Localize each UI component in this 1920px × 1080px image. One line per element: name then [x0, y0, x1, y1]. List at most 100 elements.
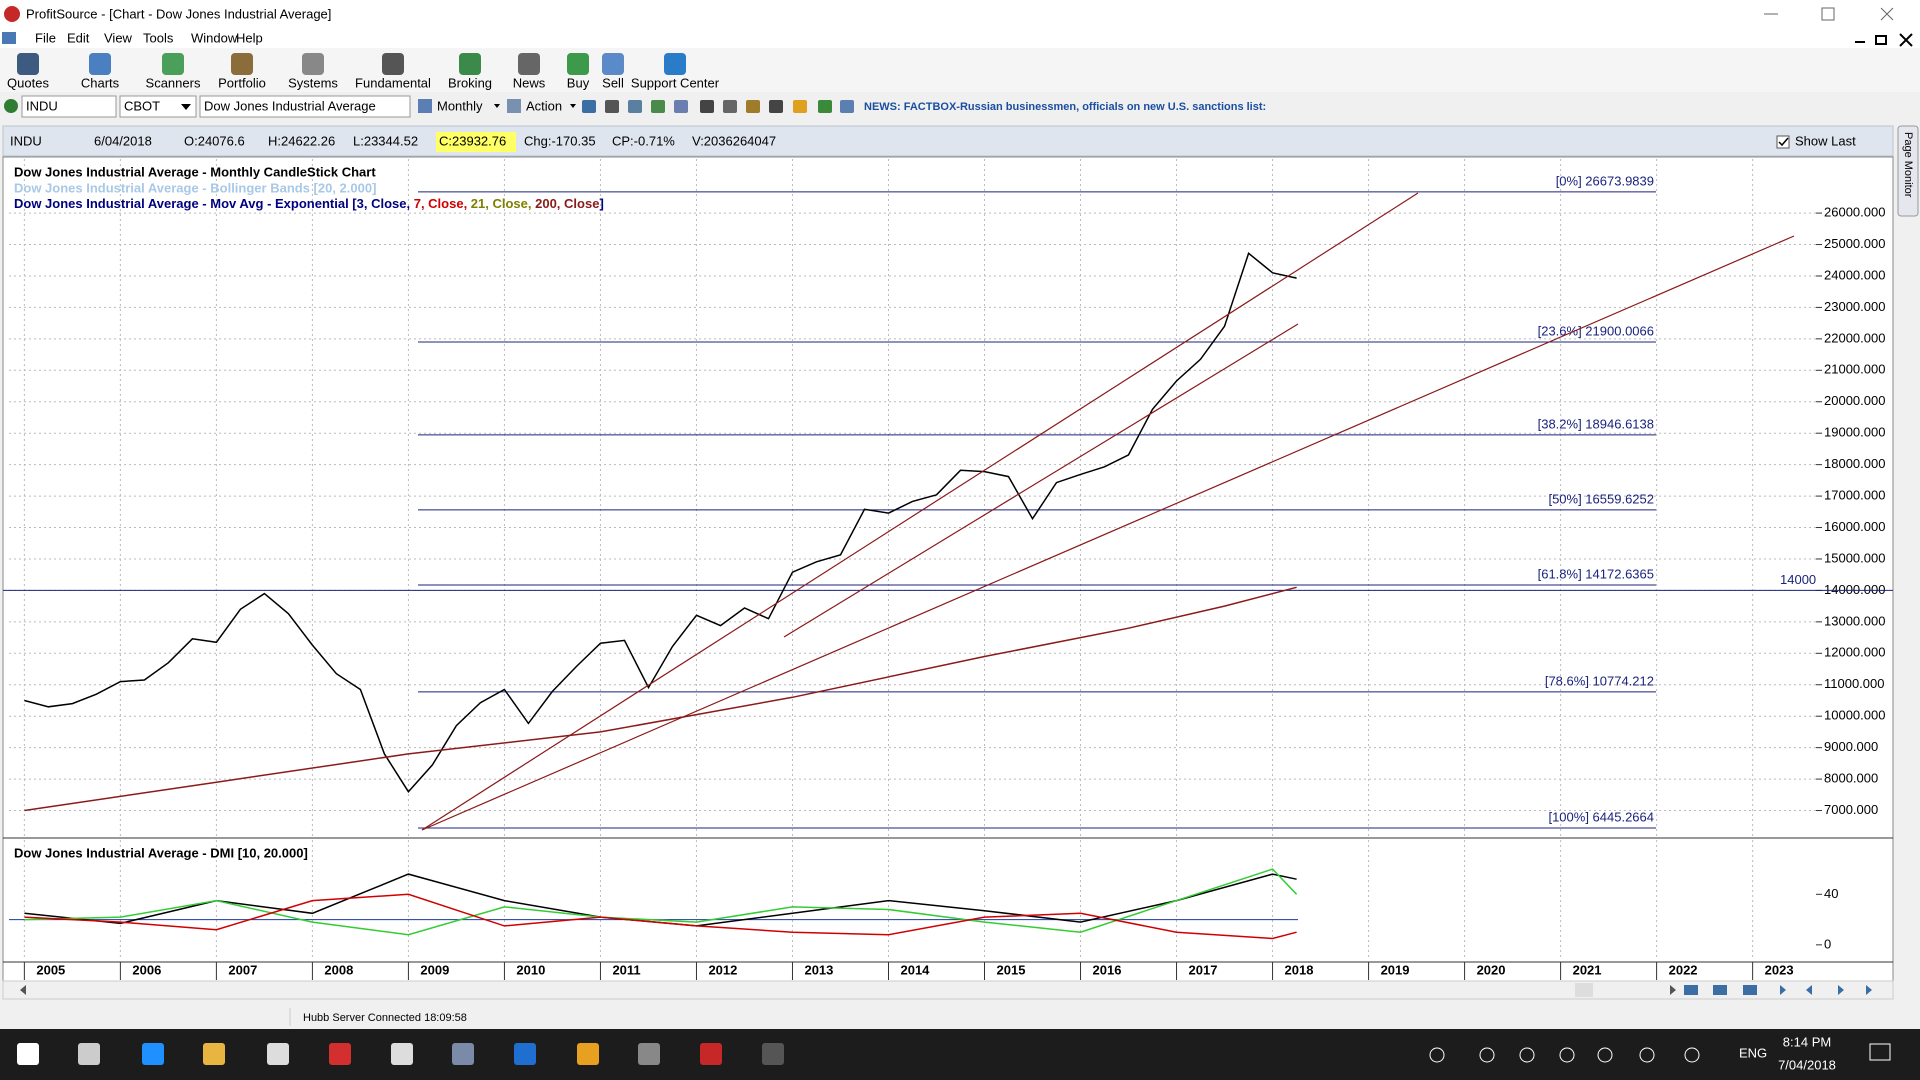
- toolbar-icon[interactable]: [231, 53, 253, 75]
- taskbar-time: 8:14 PM: [1783, 1034, 1831, 1049]
- legend-part: 21, Close,: [471, 196, 535, 211]
- toolbar-icon[interactable]: [567, 53, 589, 75]
- nav-button[interactable]: [1713, 985, 1727, 995]
- scrollbar[interactable]: [2, 980, 1894, 1000]
- restore[interactable]: [1821, 7, 1835, 21]
- toolbar-icon[interactable]: [302, 53, 324, 75]
- name-box[interactable]: [199, 95, 411, 118]
- toolbar-icon[interactable]: [664, 53, 686, 75]
- symbol-bar-icon[interactable]: [628, 100, 642, 113]
- show-last-checkbox[interactable]: [1776, 135, 1790, 149]
- close[interactable]: [1880, 7, 1894, 21]
- menu-item[interactable]: Tools: [143, 30, 174, 45]
- tray-icon[interactable]: [1429, 1047, 1445, 1063]
- symbol-bar-icon[interactable]: [605, 100, 619, 113]
- tray-icon[interactable]: [1639, 1047, 1655, 1063]
- toolbar-label[interactable]: Charts: [81, 75, 120, 90]
- taskbar-icon[interactable]: [142, 1043, 164, 1065]
- toolbar-label[interactable]: Portfolio: [218, 75, 266, 90]
- toolbar-icon[interactable]: [459, 53, 481, 75]
- symbol-bar-icon[interactable]: [769, 100, 783, 113]
- series-line: [24, 586, 1297, 812]
- toolbar-label[interactable]: Quotes: [7, 75, 49, 90]
- taskbar-icon[interactable]: [329, 1043, 351, 1065]
- toolbar-label[interactable]: Support Center: [631, 75, 720, 90]
- tray-icon[interactable]: [1479, 1047, 1495, 1063]
- x-tick-label: 2021: [1573, 962, 1602, 977]
- x-tick-label: 2014: [900, 962, 930, 977]
- nav-button[interactable]: [1866, 985, 1872, 995]
- taskbar-icon[interactable]: [391, 1043, 413, 1065]
- news-ticker[interactable]: NEWS: FACTBOX-Russian businessmen, offic…: [864, 101, 1266, 113]
- toolbar-icon[interactable]: [382, 53, 404, 75]
- nav-button[interactable]: [1684, 985, 1698, 995]
- toolbar-icon[interactable]: [518, 53, 540, 75]
- toolbar-label[interactable]: News: [513, 75, 546, 90]
- action[interactable]: Action: [526, 98, 562, 113]
- legend-part: 7, Close,: [414, 196, 471, 211]
- toolbar-icon[interactable]: [602, 53, 624, 75]
- go-icon[interactable]: [4, 99, 18, 113]
- symbol-bar-icon[interactable]: [651, 100, 665, 113]
- taskbar-icon[interactable]: [762, 1043, 784, 1065]
- legend-part: 200, Close: [535, 196, 599, 211]
- notifications[interactable]: [1869, 1043, 1891, 1061]
- toolbar-label[interactable]: Buy: [567, 75, 590, 90]
- fib-label: [0%] 26673.9839: [1556, 173, 1654, 188]
- side-tab[interactable]: [1897, 125, 1919, 217]
- scroll-thumb[interactable]: [1575, 983, 1593, 997]
- nav-button[interactable]: [1774, 985, 1786, 995]
- scroll-left[interactable]: [20, 985, 26, 995]
- toolbar-icon[interactable]: [89, 53, 111, 75]
- taskbar-icon[interactable]: [78, 1043, 100, 1065]
- y-tick-label: 12000.000: [1824, 645, 1885, 660]
- toolbar-icon[interactable]: [17, 53, 39, 75]
- symbol-bar-icon[interactable]: [793, 100, 807, 113]
- symbol-input[interactable]: [21, 95, 117, 118]
- y-tick-label: 25000.000: [1824, 236, 1885, 251]
- symbol-bar-icon[interactable]: [674, 100, 688, 113]
- status-bar: [0, 1005, 1920, 1029]
- tray-icon[interactable]: [1559, 1047, 1575, 1063]
- symbol-bar-icon[interactable]: [818, 100, 832, 113]
- menu-item[interactable]: Edit: [67, 30, 90, 45]
- symbol-bar-icon[interactable]: [746, 100, 760, 113]
- toolbar-label[interactable]: Fundamental: [355, 75, 431, 90]
- toolbar-label[interactable]: Systems: [288, 75, 338, 90]
- menu-item[interactable]: View: [104, 30, 133, 45]
- taskbar-icon[interactable]: [514, 1043, 536, 1065]
- tray-icon[interactable]: [1519, 1047, 1535, 1063]
- symbol-bar-icon[interactable]: [700, 100, 714, 113]
- tray-icon[interactable]: [1597, 1047, 1613, 1063]
- fib-label: [38.2%] 18946.6138: [1538, 416, 1654, 431]
- show-last-label[interactable]: Show Last: [1795, 133, 1856, 148]
- taskbar-icon[interactable]: [267, 1043, 289, 1065]
- taskbar-icon[interactable]: [203, 1043, 225, 1065]
- symbol-input-text: INDU: [26, 98, 58, 113]
- taskbar-icon[interactable]: [17, 1043, 39, 1065]
- toolbar-icon[interactable]: [162, 53, 184, 75]
- tray-icon[interactable]: [1684, 1047, 1700, 1063]
- menu-item[interactable]: Help: [236, 30, 263, 45]
- taskbar-icon[interactable]: [577, 1043, 599, 1065]
- toolbar-label[interactable]: Scanners: [146, 75, 201, 90]
- taskbar-icon[interactable]: [452, 1043, 474, 1065]
- menu-item[interactable]: File: [35, 30, 56, 45]
- nav-button[interactable]: [1806, 985, 1812, 995]
- nav-button[interactable]: [1743, 985, 1757, 995]
- mdi-controls[interactable]: [1855, 33, 1913, 47]
- taskbar-icon[interactable]: [638, 1043, 660, 1065]
- nav-button[interactable]: [1838, 985, 1844, 995]
- symbol-bar-icon[interactable]: [840, 100, 854, 113]
- taskbar-icon[interactable]: [700, 1043, 722, 1065]
- x-tick-label: 2016: [1093, 962, 1122, 977]
- scroll-right[interactable]: [1670, 985, 1676, 995]
- symbol-bar-icon[interactable]: [582, 100, 596, 113]
- symbol-bar-icon[interactable]: [723, 100, 737, 113]
- x-tick-label: 2022: [1669, 962, 1698, 977]
- menu-item[interactable]: Window: [191, 30, 238, 45]
- toolbar-label[interactable]: Sell: [602, 75, 624, 90]
- period[interactable]: Monthly: [437, 98, 483, 113]
- toolbar-label[interactable]: Broking: [448, 75, 492, 90]
- exchange-select[interactable]: [119, 95, 197, 118]
